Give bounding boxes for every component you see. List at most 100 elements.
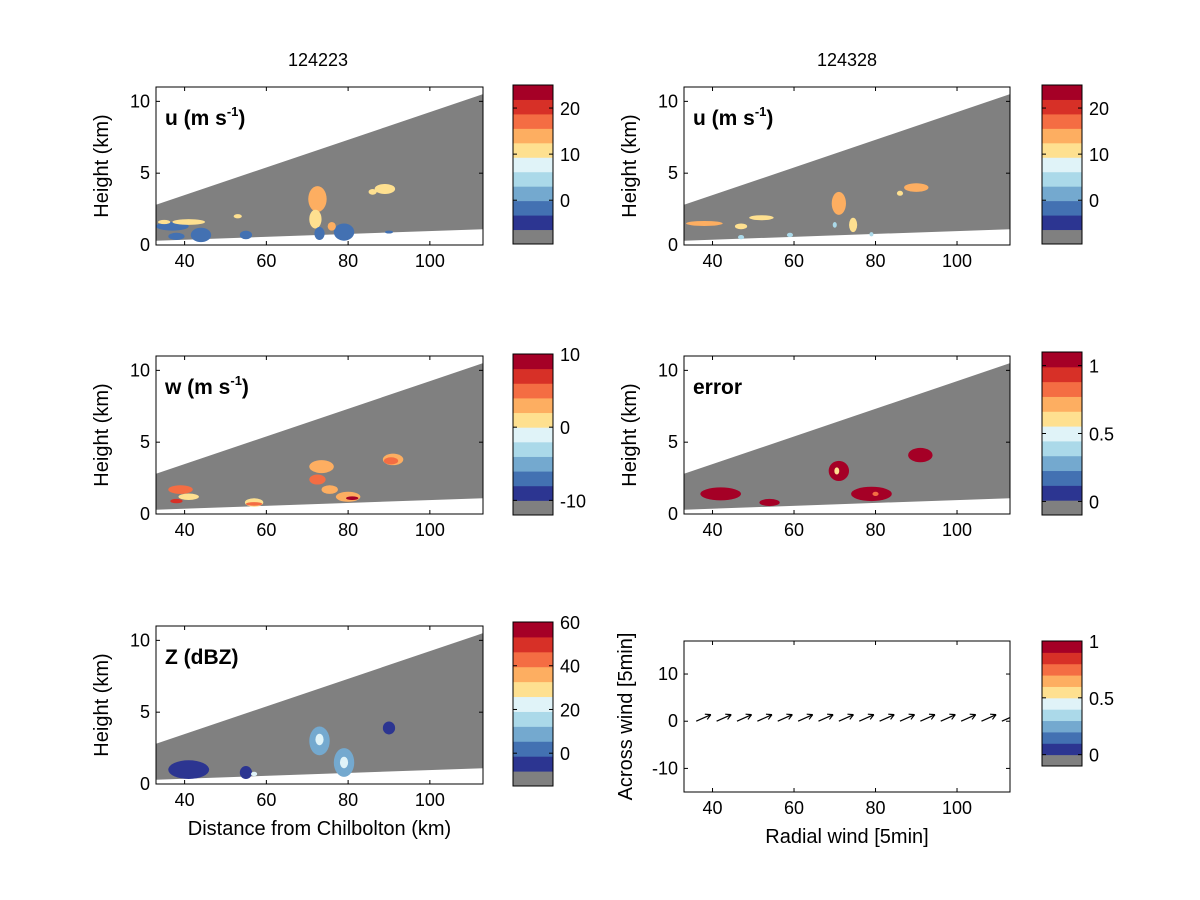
colorbar-frame [1041,640,1083,767]
x-tick-label: 80 [338,251,358,271]
plot-area [684,94,1010,241]
wind-vector [797,713,814,722]
echo-cell [384,230,394,234]
wind-vector [777,713,793,722]
colorbar-swatch [1042,85,1082,100]
colorbar-frame [512,84,554,245]
echo-cell [737,234,745,240]
y-tick-label: 0 [140,235,150,255]
echo-cell [315,733,324,746]
colorbar-swatch [513,500,553,516]
y-axis-label: Across wind [5min] [615,633,637,801]
plot-area [695,713,1010,722]
panel-z_124223: 40 60 80 100 0 5 10 Height (km) Distance from Ch… [91,613,580,840]
y-tick-label: 5 [140,702,150,722]
x-tick-label: 60 [256,790,276,810]
echo-cell [869,232,874,237]
colorbar-tick-label: 10 [560,345,580,365]
colorbar-swatch [513,456,553,472]
colorbar-swatch [1042,229,1082,245]
colorbar-swatch [513,186,553,202]
x-tick-label: 40 [175,790,195,810]
echo-cell [896,190,904,196]
y-tick-label: 0 [668,504,678,524]
axes-frame [155,355,484,515]
axes-frame [155,86,484,246]
x-tick-label: 100 [942,798,972,818]
x-tick-label: 100 [415,790,445,810]
plot-area [156,94,483,243]
panel-w_124223: 40 60 80 100 0 5 10 Height (km) w (m s-1) -10 0 10 [91,345,586,540]
y-tick-label: 0 [668,235,678,255]
echo-cell [251,771,258,777]
panel-variable-label: error [693,376,742,399]
x-tick-label: 100 [942,251,972,271]
x-tick-label: 80 [866,798,886,818]
x-axis-label: Radial wind [5min] [765,826,928,848]
wind-vector [716,713,732,722]
colorbar-tick-label: 60 [560,613,580,633]
colorbar: 0 10 20 [512,84,580,245]
wind-vector [960,713,977,722]
echo-cell [908,447,933,463]
axes-frame [683,355,1011,515]
x-tick-label: 100 [415,251,445,271]
echo-cell [170,498,183,504]
x-tick-label: 80 [866,251,886,271]
echo-cell [178,493,199,500]
colorbar-swatch [1042,215,1082,231]
colorbar-tick-label: 20 [560,99,580,119]
colorbar-swatch [1042,128,1082,144]
x-tick-label: 60 [256,251,276,271]
y-tick-label: 5 [140,432,150,452]
colorbar-swatch [513,427,553,443]
colorbar-swatch [1042,754,1082,767]
x-tick-label: 100 [942,520,972,540]
colorbar-swatch [513,485,553,501]
x-tick-label: 60 [784,251,804,271]
echo-cell [904,183,929,192]
colorbar-swatch [1042,652,1082,665]
scan-envelope [156,633,483,780]
panel-variable-label: u (m s-1) [165,104,245,130]
y-tick-label: 10 [130,91,150,111]
echo-cell [700,487,742,501]
colorbar-tick-label: 40 [560,657,580,677]
y-tick-label: 10 [658,360,678,380]
colorbar-swatch [513,726,553,742]
x-tick-label: 80 [338,520,358,540]
wind-vector [981,713,997,722]
echo-cell [327,222,336,231]
echo-cell [786,232,794,238]
colorbar-swatch [1042,440,1082,457]
plot-area [156,363,483,510]
colorbar-swatch [1042,426,1082,442]
x-axis-label: Distance from Chilbolton (km) [188,818,451,840]
colorbar-swatch [1042,697,1082,710]
colorbar-swatch [513,696,553,712]
scan-envelope [156,363,483,510]
colorbar-swatch [513,471,553,487]
echo-cell [383,457,399,465]
echo-cell [749,215,774,221]
y-tick-label: 10 [658,91,678,111]
colorbar-swatch [513,99,553,115]
wind-vector [818,713,834,722]
colorbar-swatch [513,142,553,158]
y-axis-label: Height (km) [91,383,113,486]
colorbar-swatch [1042,171,1082,187]
colorbar-swatch [513,200,553,216]
y-axis-label: Height (km) [91,114,113,217]
colorbar-swatch [513,368,553,384]
y-tick-label: 10 [130,630,150,650]
colorbar-swatch [1042,157,1082,173]
colorbar-swatch [1042,743,1082,756]
colorbar-tick-label: 0 [1089,746,1099,766]
colorbar-swatch [513,711,553,727]
y-tick-label: -10 [652,758,678,778]
colorbar-swatch [1042,366,1082,383]
colorbar-tick-label: 0 [1089,191,1099,211]
colorbar-tick-label: -10 [560,491,586,511]
echo-cell [851,486,892,502]
